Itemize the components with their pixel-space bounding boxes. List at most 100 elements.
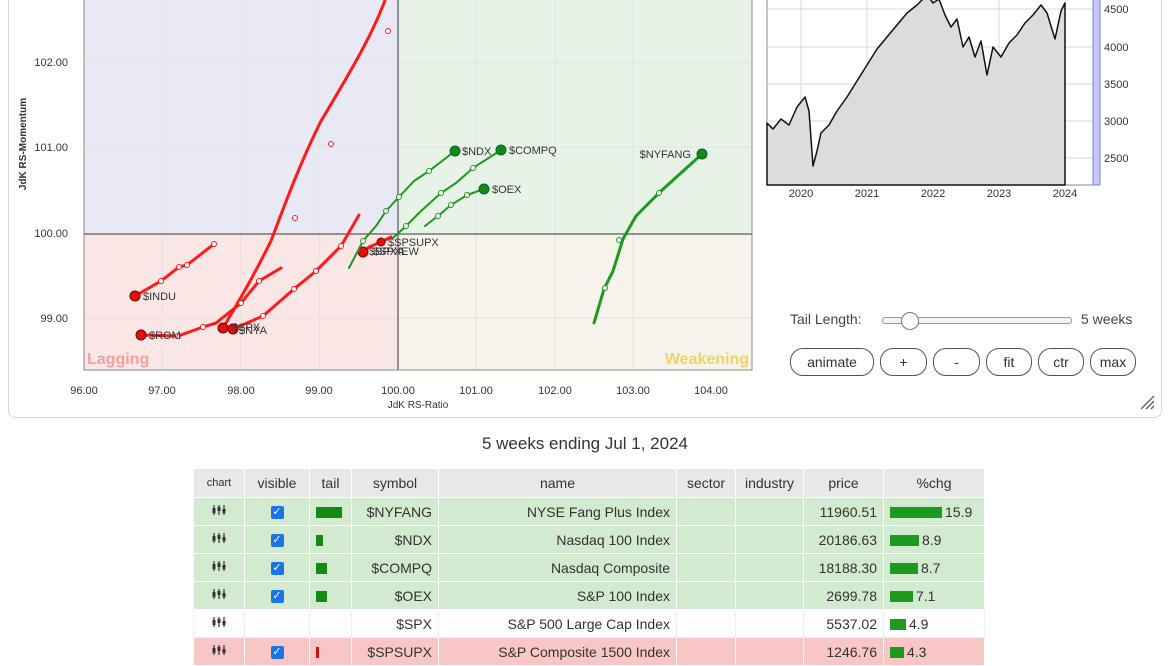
visible-cell[interactable]: ✓ (244, 525, 310, 554)
tail-color-swatch[interactable] (316, 535, 323, 547)
table-row[interactable]: ✓ $NYFANG NYSE Fang Plus Index 11960.51 15.9 (193, 497, 985, 526)
chg-cell: 8.9 (883, 525, 985, 554)
tail-length-thumb[interactable] (901, 312, 919, 330)
rrg-panel: Lagging Weakening 102.00 101.00 100.00 9… (8, 0, 1162, 418)
name-cell: S&P 500 Large Cap Index (438, 609, 677, 638)
label-spsupx: $SPSUPX (388, 237, 439, 249)
tail-nya (231, 213, 361, 331)
tail-cell[interactable] (309, 553, 352, 582)
industry-cell (735, 525, 804, 554)
price-cell: 11960.51 (803, 497, 884, 526)
col-price[interactable]: price (803, 468, 884, 498)
bench-y-tick: 3500 (1104, 79, 1128, 91)
col-industry[interactable]: industry (735, 468, 804, 498)
head-compq[interactable] (495, 144, 507, 156)
benchmark-line (766, 0, 1066, 186)
tail-red-1 (221, 0, 387, 330)
tail-cell[interactable] (309, 497, 352, 526)
table-row[interactable]: ✓ $OEX S&P 100 Index 2699.78 7.1 (193, 581, 985, 610)
benchmark-window[interactable] (1092, 0, 1101, 186)
col-sector[interactable]: sector (676, 468, 736, 498)
head-red-1[interactable] (217, 322, 229, 334)
chart-cell[interactable] (193, 637, 245, 666)
candlestick-chart-icon[interactable] (211, 561, 227, 575)
resize-handle-icon[interactable] (1137, 392, 1155, 410)
head-spsupx[interactable] (376, 237, 386, 247)
visible-cell[interactable]: ✓ (244, 497, 310, 526)
candlestick-chart-icon[interactable] (211, 617, 227, 631)
tail-cell[interactable] (309, 609, 352, 638)
head-oex[interactable] (478, 183, 490, 195)
head-ndx[interactable] (449, 145, 461, 157)
tail-color-swatch[interactable] (316, 591, 327, 603)
visible-checkbox[interactable]: ✓ (270, 534, 284, 548)
col-name[interactable]: name (438, 468, 677, 498)
name-cell: Nasdaq 100 Index (438, 525, 677, 554)
chg-value: 4.3 (907, 643, 927, 660)
center-button[interactable]: ctr (1038, 348, 1084, 376)
sector-cell (676, 637, 736, 666)
max-button[interactable]: max (1090, 348, 1136, 376)
industry-cell (735, 637, 804, 666)
bench-x-tick: 2021 (855, 188, 879, 200)
weakening-quadrant (398, 234, 752, 370)
col-symbol[interactable]: symbol (351, 468, 439, 498)
table-row[interactable]: ✓ $NDX Nasdaq 100 Index 20186.63 8.9 (193, 525, 985, 554)
visible-cell[interactable]: ✓ (244, 581, 310, 610)
table-row[interactable]: ✓ $COMPQ Nasdaq Composite 18188.30 8.7 (193, 553, 985, 582)
tail-cell[interactable] (309, 525, 352, 554)
fit-button[interactable]: fit (986, 348, 1032, 376)
tail-cell[interactable] (309, 637, 352, 666)
visible-cell[interactable] (244, 609, 310, 638)
chart-cell[interactable] (193, 525, 245, 554)
industry-cell (735, 609, 804, 638)
candlestick-chart-icon[interactable] (211, 589, 227, 603)
visible-checkbox[interactable]: ✓ (270, 646, 284, 660)
chart-cell[interactable] (193, 609, 245, 638)
head-indu[interactable] (129, 290, 141, 302)
col-chart[interactable]: chart (193, 468, 245, 498)
tail-length-row: Tail Length: 5 weeks (790, 310, 1150, 330)
candlestick-chart-icon[interactable] (211, 533, 227, 547)
animate-button[interactable]: animate (790, 348, 874, 376)
visible-cell[interactable]: ✓ (244, 553, 310, 582)
tail-color-swatch[interactable] (316, 507, 342, 519)
tail-color-swatch[interactable] (316, 647, 319, 659)
col-tail[interactable]: tail (309, 468, 352, 498)
industry-cell (735, 581, 804, 610)
name-cell: NYSE Fang Plus Index (438, 497, 677, 526)
visible-checkbox[interactable]: ✓ (270, 562, 284, 576)
candlestick-chart-icon[interactable] (211, 645, 227, 659)
table-row[interactable]: $SPX S&P 500 Large Cap Index 5537.02 4.9 (193, 609, 985, 638)
tail-cell[interactable] (309, 581, 352, 610)
zoom-in-button[interactable]: + (880, 348, 927, 376)
visible-cell[interactable]: ✓ (244, 637, 310, 666)
tail-color-swatch[interactable] (316, 563, 327, 575)
tail-length-slider[interactable] (882, 312, 1072, 330)
visible-checkbox[interactable]: ✓ (270, 506, 284, 520)
name-cell: Nasdaq Composite (438, 553, 677, 582)
col-chg[interactable]: %chg (883, 468, 985, 498)
head-nya[interactable] (227, 323, 239, 335)
sector-cell (676, 581, 736, 610)
chg-value: 4.9 (909, 615, 929, 632)
candlestick-chart-icon[interactable] (211, 505, 227, 519)
col-visible[interactable]: visible (244, 468, 310, 498)
zoom-out-button[interactable]: - (933, 348, 980, 376)
table-row[interactable]: ✓ $SPSUPX S&P Composite 1500 Index 1246.76 4… (193, 637, 985, 666)
chart-cell[interactable] (193, 553, 245, 582)
chart-cell[interactable] (193, 497, 245, 526)
bench-y-tick: 2500 (1104, 153, 1128, 165)
table-header-row: chart visible tail symbol name sector in… (193, 468, 985, 498)
chg-bar (890, 647, 904, 659)
chg-value: 8.7 (921, 559, 941, 576)
price-cell: 20186.63 (803, 525, 884, 554)
visible-checkbox[interactable]: ✓ (270, 590, 284, 604)
sector-cell (676, 497, 736, 526)
chart-cell[interactable] (193, 581, 245, 610)
head-rom[interactable] (135, 329, 147, 341)
price-cell: 2699.78 (803, 581, 884, 610)
chg-value: 15.9 (945, 503, 973, 520)
head-nyfang[interactable] (696, 148, 708, 160)
lagging-label: Lagging (87, 351, 149, 368)
